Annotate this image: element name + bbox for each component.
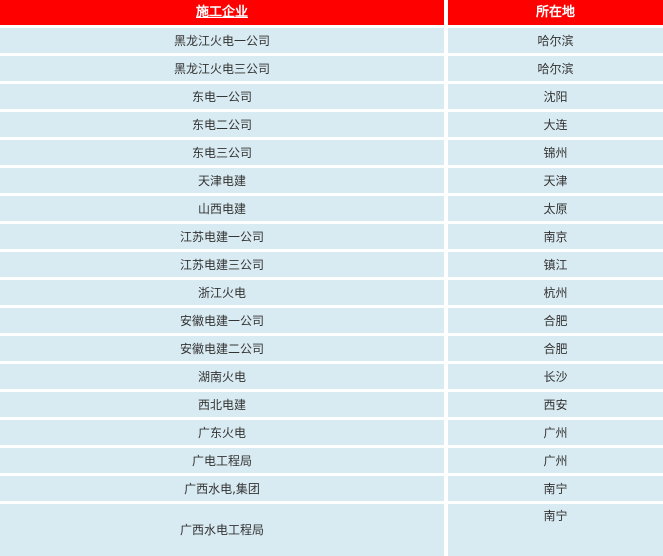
table-row: 东电三公司 锦州 <box>0 140 663 165</box>
location-cell: 哈尔滨 <box>448 28 663 53</box>
location-cell: 长沙 <box>448 364 663 389</box>
company-cell: 西北电建 <box>0 392 444 417</box>
company-cell: 山西电建 <box>0 196 444 221</box>
table-row: 江苏电建三公司 镇江 <box>0 252 663 277</box>
company-cell: 安徽电建二公司 <box>0 336 444 361</box>
company-cell: 东电三公司 <box>0 140 444 165</box>
table-row: 安徽电建二公司 合肥 <box>0 336 663 361</box>
company-cell: 天津电建 <box>0 168 444 193</box>
location-cell: 天津 <box>448 168 663 193</box>
location-cell: 沈阳 <box>448 84 663 109</box>
column-header-location-label: 所在地 <box>535 5 575 20</box>
table-row: 广西水电工程局 南宁 <box>0 504 663 556</box>
location-cell: 合肥 <box>448 308 663 333</box>
company-cell: 东电二公司 <box>0 112 444 137</box>
location-cell: 镇江 <box>448 252 663 277</box>
table-row: 江苏电建一公司 南京 <box>0 224 663 249</box>
location-cell: 南宁 <box>448 476 663 501</box>
location-cell: 南京 <box>448 224 663 249</box>
location-cell: 杭州 <box>448 280 663 305</box>
company-cell: 广电工程局 <box>0 448 444 473</box>
location-cell: 大连 <box>448 112 663 137</box>
company-cell: 广东火电 <box>0 420 444 445</box>
table-row: 天津电建 天津 <box>0 168 663 193</box>
table-row: 黑龙江火电一公司 哈尔滨 <box>0 28 663 53</box>
table-row: 西北电建 西安 <box>0 392 663 417</box>
location-cell: 太原 <box>448 196 663 221</box>
company-cell: 湖南火电 <box>0 364 444 389</box>
location-cell: 合肥 <box>448 336 663 361</box>
table-row: 东电二公司 大连 <box>0 112 663 137</box>
table-row: 广西水电,集团 南宁 <box>0 476 663 501</box>
location-cell: 哈尔滨 <box>448 56 663 81</box>
company-cell: 黑龙江火电一公司 <box>0 28 444 53</box>
location-cell: 广州 <box>448 448 663 473</box>
location-cell: 南宁 <box>448 504 663 556</box>
column-header-company-label[interactable]: 施工企业 <box>195 5 248 20</box>
table-row: 东电一公司 沈阳 <box>0 84 663 109</box>
company-cell: 广西水电,集团 <box>0 476 444 501</box>
table-row: 黑龙江火电三公司 哈尔滨 <box>0 56 663 81</box>
table-row: 湖南火电 长沙 <box>0 364 663 389</box>
company-cell: 广西水电工程局 <box>0 504 444 556</box>
company-cell: 江苏电建一公司 <box>0 224 444 249</box>
table-row: 广东火电 广州 <box>0 420 663 445</box>
column-header-location: 所在地 <box>448 0 663 25</box>
company-cell: 安徽电建一公司 <box>0 308 444 333</box>
location-cell: 锦州 <box>448 140 663 165</box>
company-cell: 东电一公司 <box>0 84 444 109</box>
column-header-company: 施工企业 <box>0 0 444 25</box>
table-row: 山西电建 太原 <box>0 196 663 221</box>
company-cell: 江苏电建三公司 <box>0 252 444 277</box>
table-row: 安徽电建一公司 合肥 <box>0 308 663 333</box>
table-row: 浙江火电 杭州 <box>0 280 663 305</box>
location-cell: 广州 <box>448 420 663 445</box>
company-cell: 浙江火电 <box>0 280 444 305</box>
location-cell: 西安 <box>448 392 663 417</box>
table-row: 广电工程局 广州 <box>0 448 663 473</box>
company-cell: 黑龙江火电三公司 <box>0 56 444 81</box>
table-header-row: 施工企业 所在地 <box>0 0 663 25</box>
